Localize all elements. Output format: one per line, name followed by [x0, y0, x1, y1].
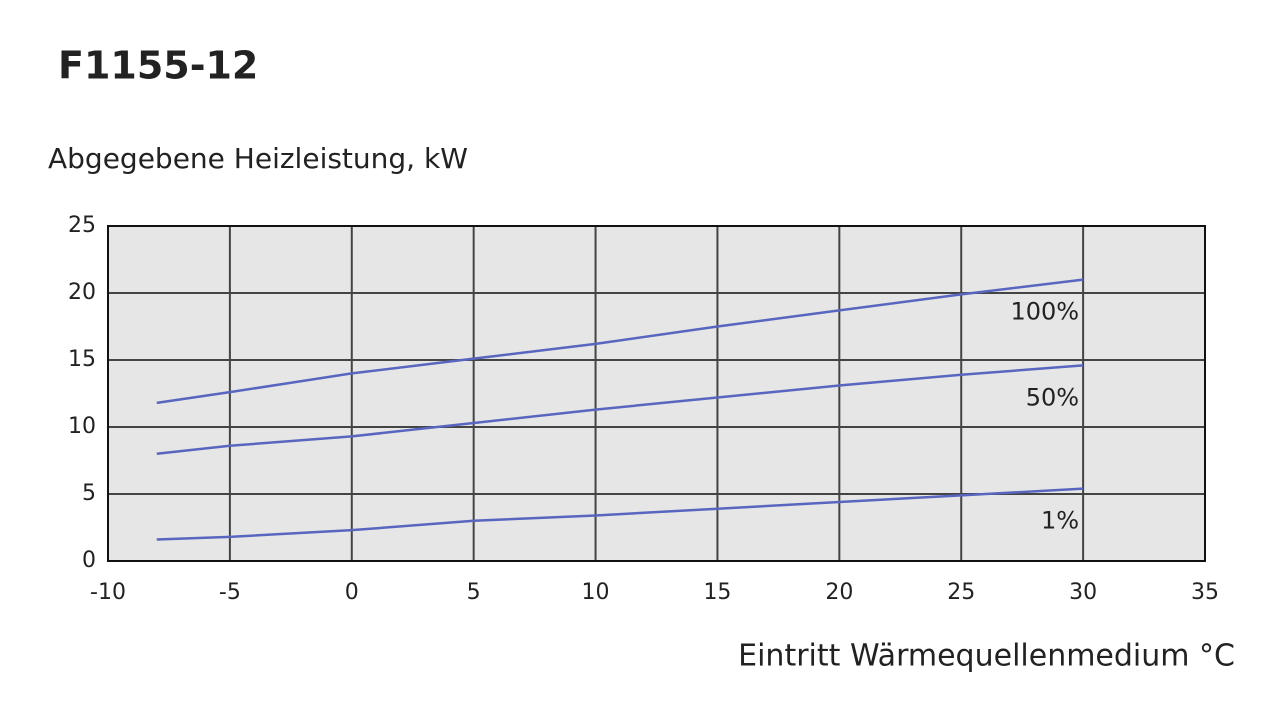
- y-tick-label: 15: [68, 347, 96, 372]
- series-line: [156, 487, 1084, 541]
- x-tick-label: 10: [582, 580, 610, 605]
- x-tick-label: -5: [219, 580, 241, 605]
- x-tick-label: 20: [825, 580, 853, 605]
- y-tick-label: 20: [68, 280, 96, 305]
- plot-area: [108, 226, 1205, 561]
- series-label: 1%: [1041, 507, 1079, 535]
- series-label: 50%: [1026, 383, 1079, 411]
- plot-frame: [107, 225, 1206, 562]
- x-tick-label: 25: [947, 580, 975, 605]
- x-tick-label: 30: [1069, 580, 1097, 605]
- x-tick-label: -10: [90, 580, 126, 605]
- x-axis-label: Eintritt Wärmequellenmedium °C: [738, 639, 1235, 674]
- x-tick-label: 35: [1191, 580, 1219, 605]
- x-tick-label: 5: [467, 580, 481, 605]
- y-tick-label: 25: [68, 213, 96, 238]
- series-label: 100%: [1010, 298, 1079, 326]
- series-line: [156, 278, 1084, 405]
- x-tick-label: 0: [345, 580, 359, 605]
- y-axis-label: Abgegebene Heizleistung, kW: [48, 142, 468, 175]
- x-tick-label: 15: [703, 580, 731, 605]
- y-tick-label: 10: [68, 414, 96, 439]
- chart-title: F1155-12: [58, 44, 258, 88]
- series-line: [156, 364, 1084, 456]
- y-tick-label: 0: [82, 548, 96, 573]
- y-tick-label: 5: [82, 481, 96, 506]
